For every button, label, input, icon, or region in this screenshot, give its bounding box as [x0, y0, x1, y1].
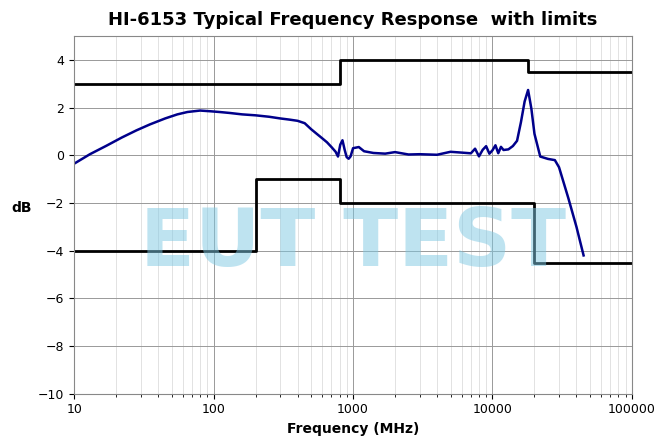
Text: EUT TEST: EUT TEST [140, 205, 566, 283]
X-axis label: Frequency (MHz): Frequency (MHz) [287, 422, 420, 436]
Title: HI-6153 Typical Frequency Response  with limits: HI-6153 Typical Frequency Response with … [108, 11, 598, 29]
Y-axis label: dB: dB [11, 201, 31, 215]
